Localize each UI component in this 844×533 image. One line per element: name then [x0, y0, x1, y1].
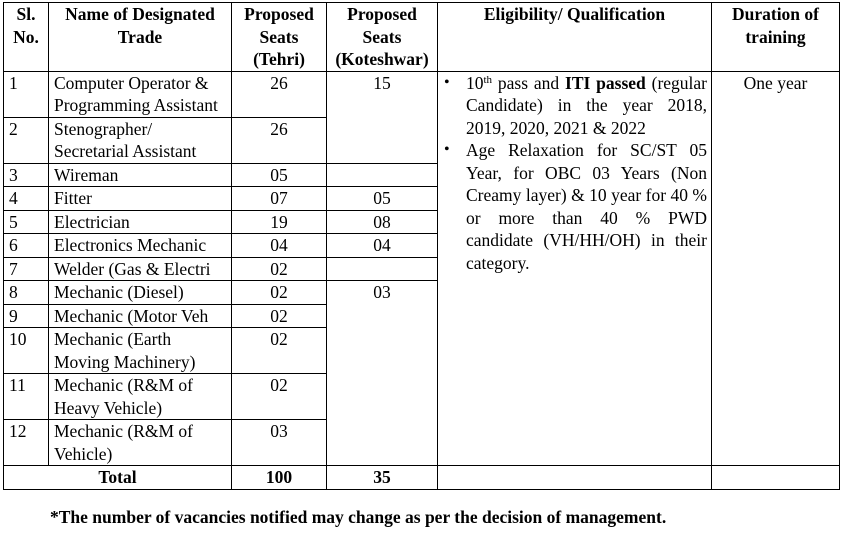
total-empty-cell: [437, 465, 712, 490]
koteshwar-cell: 04: [326, 233, 438, 258]
trade-cell: Mechanic (Motor Veh: [48, 303, 232, 328]
header-duration: Duration of training: [711, 2, 840, 72]
koteshwar-cell: [326, 256, 438, 281]
total-empty-cell: [711, 465, 840, 490]
header-seats-koteshwar: Proposed Seats (Koteshwar): [326, 2, 438, 72]
sl-cell: 8: [3, 280, 49, 305]
table-row: 1 Computer Operator & Programming Assist…: [3, 70, 840, 466]
trade-cell: Mechanic (Diesel): [48, 280, 232, 305]
table-row: 2 Stenographer/ Secretarial Assistant 26: [3, 116, 840, 164]
table-row: 8 Mechanic (Diesel) 02 03: [3, 280, 840, 466]
sl-cell: 11: [3, 373, 49, 420]
table-row: 9 Mechanic (Motor Veh 02: [3, 303, 840, 328]
table-row: 5 Electrician 19 08: [3, 209, 840, 234]
trade-cell: Fitter: [48, 186, 232, 211]
eligibility-item: Age Relaxation for SC/ST 05 Year, for OB…: [444, 139, 707, 274]
vacancy-table: Sl. No. Name of Designated Trade Propose…: [3, 2, 840, 490]
koteshwar-cell: [326, 162, 438, 187]
sl-cell: 12: [3, 419, 49, 466]
table-row: 11 Mechanic (R&M of Heavy Vehicle) 02: [3, 373, 840, 420]
sl-cell: 2: [3, 116, 49, 164]
duration-cell: One year: [711, 70, 840, 466]
total-tehri: 100: [231, 465, 327, 490]
header-row: Sl. No. Name of Designated Trade Propose…: [3, 2, 840, 72]
tehri-cell: 26: [231, 116, 327, 164]
header-sl: Sl. No.: [3, 2, 49, 72]
tehri-cell: 02: [231, 256, 327, 281]
trade-cell: Mechanic (R&M of Vehicle): [48, 419, 232, 466]
sl-cell: 5: [3, 209, 49, 234]
table-row: 7 Welder (Gas & Electri 02: [3, 256, 840, 281]
trade-cell: Electrician: [48, 209, 232, 234]
sl-cell: 3: [3, 162, 49, 187]
tehri-cell: 07: [231, 186, 327, 211]
footnote: *The number of vacancies notified may ch…: [50, 507, 667, 527]
tehri-cell: 05: [231, 162, 327, 187]
sl-cell: 6: [3, 233, 49, 258]
header-seats-tehri: Proposed Seats (Tehri): [231, 2, 327, 72]
total-row: Total 100 35: [3, 465, 840, 490]
koteshwar-merged-cell: 15: [326, 70, 438, 164]
table-row: 10 Mechanic (Earth Moving Machinery) 02: [3, 327, 840, 374]
tehri-cell: 04: [231, 233, 327, 258]
table-row: 6 Electronics Mechanic 04 04: [3, 233, 840, 258]
trade-cell: Stenographer/ Secretarial Assistant: [48, 116, 232, 164]
koteshwar-merged-cell: 03: [326, 280, 438, 466]
trade-cell: Mechanic (R&M of Heavy Vehicle): [48, 373, 232, 420]
table-row: 12 Mechanic (R&M of Vehicle) 03: [3, 419, 840, 466]
sl-cell: 9: [3, 303, 49, 328]
eligibility-list: 10th pass and ITI passed (regular Candid…: [444, 72, 707, 275]
total-koteshwar: 35: [326, 465, 438, 490]
trade-cell: Mechanic (Earth Moving Machinery): [48, 327, 232, 374]
tehri-cell: 02: [231, 327, 327, 374]
header-trade: Name of Designated Trade: [48, 2, 232, 72]
eligibility-cell: 10th pass and ITI passed (regular Candid…: [437, 70, 712, 466]
trade-cell: Computer Operator & Programming Assistan…: [48, 70, 232, 118]
eligibility-item: 10th pass and ITI passed (regular Candid…: [444, 72, 707, 140]
sl-cell: 7: [3, 256, 49, 281]
koteshwar-cell: 05: [326, 186, 438, 211]
table-row: 3 Wireman 05: [3, 162, 840, 187]
tehri-cell: 03: [231, 419, 327, 466]
tehri-cell: 02: [231, 303, 327, 328]
total-label: Total: [3, 465, 232, 490]
tehri-cell: 02: [231, 280, 327, 305]
koteshwar-cell: 08: [326, 209, 438, 234]
sl-cell: 4: [3, 186, 49, 211]
trade-cell: Electronics Mechanic: [48, 233, 232, 258]
sl-cell: 10: [3, 327, 49, 374]
header-eligibility: Eligibility/ Qualification: [437, 2, 712, 72]
tehri-cell: 19: [231, 209, 327, 234]
trade-cell: Welder (Gas & Electri: [48, 256, 232, 281]
trade-cell: Wireman: [48, 162, 232, 187]
sl-cell: 1: [3, 70, 49, 118]
tehri-cell: 26: [231, 70, 327, 118]
tehri-cell: 02: [231, 373, 327, 420]
